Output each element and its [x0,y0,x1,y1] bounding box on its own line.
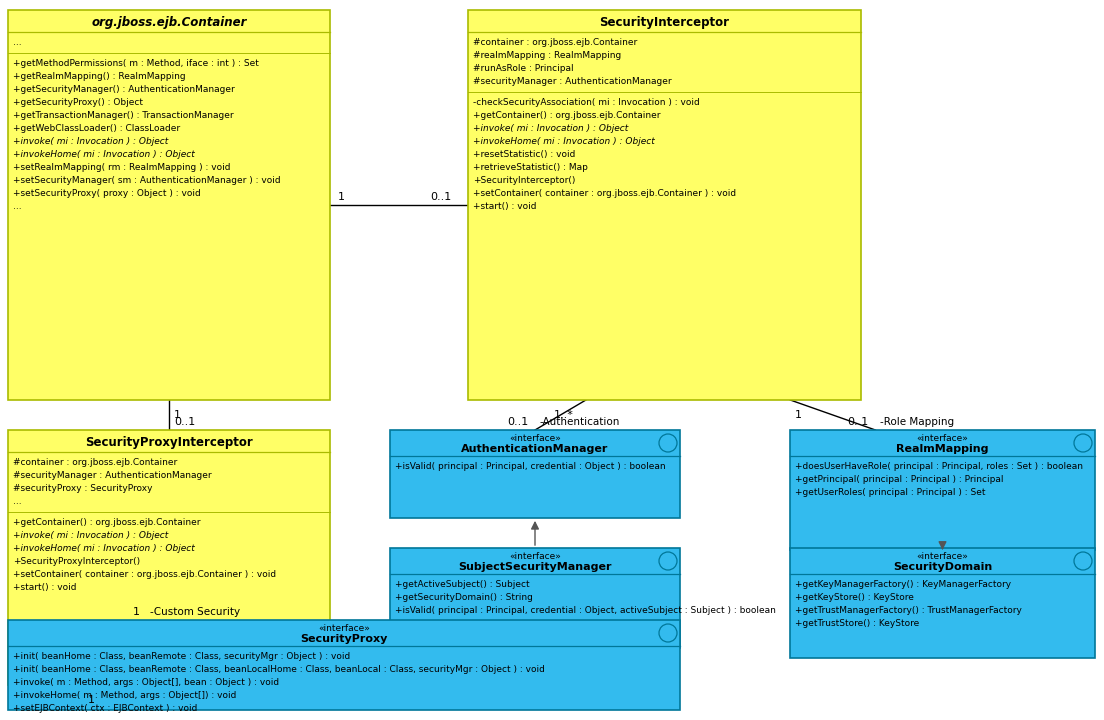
Bar [390,430,680,518]
Text: SubjectSecurityManager: SubjectSecurityManager [458,562,612,572]
Text: #securityManager : AuthenticationManager: #securityManager : AuthenticationManager [473,77,671,86]
Text: org.jboss.ejb.Container: org.jboss.ejb.Container [92,16,246,29]
Text: 1: 1 [174,410,181,420]
Text: «interface»: «interface» [916,552,968,561]
Text: 0..1: 0..1 [848,417,869,427]
Text: +getKeyStore() : KeyStore: +getKeyStore() : KeyStore [795,593,914,602]
Text: -Role Mapping: -Role Mapping [880,417,955,427]
Text: #realmMapping : RealmMapping: #realmMapping : RealmMapping [473,51,622,60]
Text: -Custom Security: -Custom Security [150,607,241,617]
Circle shape [659,624,677,642]
Text: +getRealmMapping() : RealmMapping: +getRealmMapping() : RealmMapping [13,72,185,81]
Text: 1..*: 1..* [554,410,574,420]
Text: SecurityProxy: SecurityProxy [300,634,388,644]
Text: ...: ... [13,202,22,211]
Bar [468,10,861,400]
Text: +isValid( principal : Principal, credential : Object, activeSubject : Subject ) : +isValid( principal : Principal, credent… [395,606,776,615]
Text: +getUserRoles( principal : Principal ) : Set: +getUserRoles( principal : Principal ) :… [795,488,986,497]
Text: ...: ... [13,38,22,47]
Text: +setSecurityProxy( proxy : Object ) : void: +setSecurityProxy( proxy : Object ) : vo… [13,189,201,198]
Text: «interface»: «interface» [509,434,561,443]
Text: +getKeyManagerFactory() : KeyManagerFactory: +getKeyManagerFactory() : KeyManagerFact… [795,580,1011,589]
Text: +invoke( m : Method, args : Object[], bean : Object ) : void: +invoke( m : Method, args : Object[], be… [13,678,279,687]
Text: AuthenticationManager: AuthenticationManager [461,444,608,454]
Bar [790,430,1095,550]
Text: +SecurityProxyInterceptor(): +SecurityProxyInterceptor() [13,557,140,566]
Circle shape [659,434,677,452]
Text: #container : org.jboss.ejb.Container: #container : org.jboss.ejb.Container [473,38,637,47]
Text: -Authentication: -Authentication [540,417,620,427]
Bar [390,548,680,648]
Text: +invokeHome( mi : Invocation ) : Object: +invokeHome( mi : Invocation ) : Object [13,150,194,159]
Text: 0..1: 0..1 [507,417,528,427]
Text: #securityProxy : SecurityProxy: #securityProxy : SecurityProxy [13,484,152,493]
Text: +invoke( mi : Invocation ) : Object: +invoke( mi : Invocation ) : Object [473,124,628,133]
Circle shape [1074,552,1092,570]
Text: +invokeHome( mi : Invocation ) : Object: +invokeHome( mi : Invocation ) : Object [473,137,655,146]
Text: +init( beanHome : Class, beanRemote : Class, beanLocalHome : Class, beanLocal : : +init( beanHome : Class, beanRemote : Cl… [13,665,545,674]
Text: -checkSecurityAssociation( mi : Invocation ) : void: -checkSecurityAssociation( mi : Invocati… [473,98,700,107]
Text: 1: 1 [338,192,344,202]
Text: +getContainer() : org.jboss.ejb.Container: +getContainer() : org.jboss.ejb.Containe… [473,111,660,120]
Text: ...: ... [13,497,22,506]
Text: +init( beanHome : Class, beanRemote : Class, securityMgr : Object ) : void: +init( beanHome : Class, beanRemote : Cl… [13,652,350,661]
Text: SecurityDomain: SecurityDomain [893,562,992,572]
Text: +start() : void: +start() : void [13,583,76,592]
Text: +setContainer( container : org.jboss.ejb.Container ) : void: +setContainer( container : org.jboss.ejb… [473,189,736,198]
Text: +doesUserHaveRole( principal : Principal, roles : Set ) : boolean: +doesUserHaveRole( principal : Principal… [795,462,1083,471]
Text: +getContainer() : org.jboss.ejb.Container: +getContainer() : org.jboss.ejb.Containe… [13,518,201,527]
Bar [8,620,680,710]
Text: +getTransactionManager() : TransactionManager: +getTransactionManager() : TransactionMa… [13,111,234,120]
Text: 0..1: 0..1 [429,192,452,202]
Text: +getSecurityProxy() : Object: +getSecurityProxy() : Object [13,98,144,107]
Text: +isValid( principal : Principal, credential : Object ) : boolean: +isValid( principal : Principal, credent… [395,462,666,471]
Bar [8,430,330,685]
Text: +invokeHome( m : Method, args : Object[]) : void: +invokeHome( m : Method, args : Object[]… [13,691,236,700]
Text: +setRealmMapping( rm : RealmMapping ) : void: +setRealmMapping( rm : RealmMapping ) : … [13,163,231,172]
Text: +getActiveSubject() : Subject: +getActiveSubject() : Subject [395,580,530,589]
Text: «interface»: «interface» [916,434,968,443]
Text: +getSecurityManager() : AuthenticationManager: +getSecurityManager() : AuthenticationMa… [13,85,235,94]
Text: «interface»: «interface» [509,552,561,561]
Text: +getSecurityDomain() : String: +getSecurityDomain() : String [395,593,533,602]
Circle shape [659,552,677,570]
Text: +start() : void: +start() : void [473,202,537,211]
Text: +invoke( mi : Invocation ) : Object: +invoke( mi : Invocation ) : Object [13,137,168,146]
Text: 1: 1 [132,607,139,617]
Text: #runAsRole : Principal: #runAsRole : Principal [473,64,574,73]
Text: +getMethodPermissions( m : Method, iface : int ) : Set: +getMethodPermissions( m : Method, iface… [13,59,258,68]
Text: +setEJBContext( ctx : EJBContext ) : void: +setEJBContext( ctx : EJBContext ) : voi… [13,704,198,713]
Text: SecurityProxyInterceptor: SecurityProxyInterceptor [85,436,253,449]
Text: +retrieveStatistic() : Map: +retrieveStatistic() : Map [473,163,587,172]
Text: #securityManager : AuthenticationManager: #securityManager : AuthenticationManager [13,471,212,480]
Text: +setSecurityManager( sm : AuthenticationManager ) : void: +setSecurityManager( sm : Authentication… [13,176,280,185]
Text: +resetStatistic() : void: +resetStatistic() : void [473,150,575,159]
Text: SecurityInterceptor: SecurityInterceptor [599,16,730,29]
Text: +setContainer( container : org.jboss.ejb.Container ) : void: +setContainer( container : org.jboss.ejb… [13,570,276,579]
Text: +getPrincipal( principal : Principal ) : Principal: +getPrincipal( principal : Principal ) :… [795,475,1004,484]
Text: +invokeHome( mi : Invocation ) : Object: +invokeHome( mi : Invocation ) : Object [13,544,194,553]
Text: +getTrustManagerFactory() : TrustManagerFactory: +getTrustManagerFactory() : TrustManager… [795,606,1022,615]
Text: 0..1: 0..1 [174,417,195,427]
Bar [790,548,1095,658]
Text: 1: 1 [88,695,95,705]
Text: +SecurityInterceptor(): +SecurityInterceptor() [473,176,575,185]
Text: #container : org.jboss.ejb.Container: #container : org.jboss.ejb.Container [13,458,178,467]
Text: +invoke( mi : Invocation ) : Object: +invoke( mi : Invocation ) : Object [13,531,168,540]
Text: +getTrustStore() : KeyStore: +getTrustStore() : KeyStore [795,619,920,628]
Text: RealmMapping: RealmMapping [896,444,989,454]
Circle shape [1074,434,1092,452]
Text: +getWebClassLoader() : ClassLoader: +getWebClassLoader() : ClassLoader [13,124,180,133]
Text: 1: 1 [795,410,803,420]
Text: «interface»: «interface» [318,624,370,633]
Bar [8,10,330,400]
